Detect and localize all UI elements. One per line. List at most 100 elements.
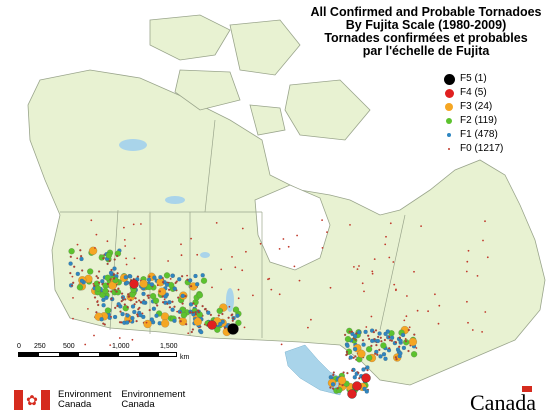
tornado-marker bbox=[330, 382, 336, 387]
tornado-marker bbox=[149, 282, 154, 287]
tornado-marker bbox=[407, 328, 410, 332]
tornado-marker bbox=[119, 310, 122, 313]
tornado-marker bbox=[217, 314, 220, 317]
tornado-marker bbox=[79, 256, 84, 262]
tornado-marker bbox=[344, 336, 352, 343]
tornado-marker bbox=[398, 338, 403, 343]
tornado-marker bbox=[230, 314, 233, 317]
tornado-marker bbox=[221, 312, 224, 316]
tornado-marker bbox=[123, 226, 125, 229]
tornado-marker bbox=[403, 319, 406, 322]
tornado-marker bbox=[95, 233, 98, 236]
tornado-marker bbox=[354, 338, 357, 341]
tornado-marker bbox=[124, 245, 127, 247]
tornado-marker bbox=[170, 273, 175, 278]
tornado-marker bbox=[413, 270, 415, 273]
arctic-island bbox=[229, 19, 301, 76]
tornado-marker bbox=[68, 248, 75, 255]
tornado-marker bbox=[346, 353, 349, 356]
legend-marker-icon bbox=[446, 118, 452, 124]
tornado-marker bbox=[332, 373, 335, 376]
tornado-marker bbox=[389, 222, 392, 225]
tornado-marker bbox=[141, 300, 146, 305]
tornado-marker bbox=[131, 338, 134, 341]
tornado-marker bbox=[113, 288, 117, 291]
tornado-marker bbox=[112, 314, 118, 320]
tornado-marker bbox=[389, 339, 392, 342]
tornado-marker bbox=[120, 312, 125, 317]
tornado-marker bbox=[116, 272, 119, 275]
legend-label: F0 (1217) bbox=[460, 143, 504, 154]
tornado-marker bbox=[357, 371, 360, 374]
tornado-marker bbox=[366, 346, 373, 353]
tornado-marker bbox=[149, 317, 154, 322]
tornado-marker bbox=[186, 278, 189, 281]
tornado-marker bbox=[388, 256, 391, 259]
tornado-marker bbox=[235, 319, 242, 326]
org-name-fr: Environnement Canada bbox=[121, 390, 185, 410]
tornado-marker bbox=[188, 278, 193, 283]
tornado-marker bbox=[207, 320, 217, 330]
tornado-marker bbox=[196, 309, 199, 312]
tornado-marker bbox=[365, 326, 368, 328]
tornado-marker bbox=[420, 225, 422, 228]
tornado-marker bbox=[139, 279, 148, 288]
tornado-marker bbox=[408, 326, 411, 329]
tornado-marker bbox=[146, 277, 152, 282]
tornado-marker bbox=[136, 313, 139, 316]
tornado-marker bbox=[231, 256, 233, 258]
title-line: All Confirmed and Probable Tornadoes bbox=[310, 5, 542, 19]
tornado-marker bbox=[287, 245, 290, 248]
tornado-marker bbox=[110, 315, 112, 318]
tornado-marker bbox=[393, 283, 396, 286]
tornado-marker bbox=[180, 254, 183, 257]
tornado-marker bbox=[211, 286, 213, 289]
tornado-marker bbox=[416, 309, 419, 312]
tornado-marker bbox=[361, 282, 364, 285]
tornado-marker bbox=[120, 292, 124, 295]
tornado-marker bbox=[366, 354, 373, 361]
tornado-marker bbox=[140, 223, 142, 225]
tornado-marker bbox=[164, 282, 170, 287]
tornado-marker bbox=[110, 290, 113, 293]
tornado-marker bbox=[177, 296, 180, 299]
tornado-marker bbox=[109, 278, 112, 281]
tornado-marker bbox=[298, 279, 301, 282]
tornado-marker bbox=[168, 306, 171, 309]
tornado-marker bbox=[171, 300, 174, 303]
tornado-marker bbox=[72, 281, 75, 284]
tornado-marker bbox=[172, 286, 177, 291]
tornado-marker bbox=[148, 275, 151, 278]
tornado-marker bbox=[154, 313, 159, 318]
tornado-marker bbox=[437, 322, 440, 325]
scale-bar: 0 250 500 1,000 1,500 km bbox=[14, 343, 194, 366]
tornado-marker bbox=[72, 317, 74, 320]
tornado-marker bbox=[379, 336, 382, 339]
tornado-marker bbox=[97, 281, 101, 284]
tornado-marker bbox=[200, 273, 205, 278]
scale-tick: 500 bbox=[63, 343, 75, 350]
tornado-marker bbox=[180, 312, 187, 319]
tornado-marker bbox=[112, 266, 117, 271]
tornado-marker bbox=[377, 331, 382, 336]
tornado-marker bbox=[118, 337, 121, 339]
tornado-marker bbox=[241, 227, 244, 230]
tornado-marker bbox=[413, 333, 416, 336]
tornado-marker bbox=[351, 369, 354, 372]
tornado-marker bbox=[163, 298, 166, 301]
province-borders bbox=[60, 119, 406, 338]
tornado-marker bbox=[310, 318, 312, 321]
tornado-marker bbox=[467, 249, 470, 252]
org-line: Canada bbox=[58, 399, 92, 410]
tornado-marker bbox=[378, 348, 381, 351]
tornado-marker bbox=[486, 256, 489, 259]
tornado-marker bbox=[237, 297, 240, 300]
tornado-marker bbox=[353, 347, 358, 352]
tornado-marker bbox=[181, 275, 184, 278]
tornado-marker bbox=[378, 354, 383, 359]
tornado-marker bbox=[147, 296, 150, 299]
title-line: par l'échelle de Fujita bbox=[362, 44, 490, 58]
tornado-marker bbox=[199, 330, 204, 335]
tornado-marker bbox=[99, 291, 106, 298]
tornado-marker bbox=[143, 319, 152, 329]
